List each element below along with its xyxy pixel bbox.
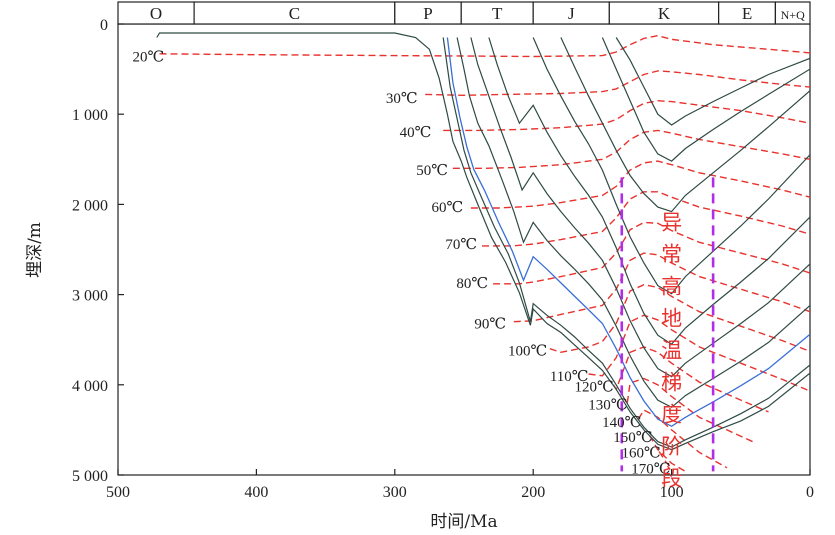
burial-lines: [156, 32, 810, 451]
y-axis-label: 埋深/m: [25, 222, 45, 278]
period-label: C: [289, 4, 300, 23]
isotherm-line: [666, 465, 671, 471]
isotherm-label: 150℃: [613, 430, 652, 446]
isotherm-label: 120℃: [574, 380, 613, 396]
y-tick-label: 3 000: [72, 288, 108, 305]
annotation-char: 温: [661, 339, 682, 363]
isotherm-label: 100℃: [508, 344, 547, 360]
isotherm-label: 80℃: [456, 276, 488, 292]
x-tick-label: 100: [660, 484, 684, 501]
isotherm-line: [443, 99, 810, 132]
isotherm-line: [470, 160, 810, 209]
burial-line: [456, 37, 810, 409]
x-tick-label: 300: [383, 484, 407, 501]
isotherm-line: [648, 434, 686, 473]
x-axis: 500 400 300 200 100 0: [106, 469, 814, 501]
annotation-char: 梯: [661, 371, 682, 395]
isotherm-label: 40℃: [400, 125, 432, 141]
isotherm-label: 50℃: [416, 163, 448, 179]
x-tick-label: 200: [521, 484, 545, 501]
isotherm-label: 170℃: [631, 462, 670, 478]
isotherm-label: 140℃: [602, 415, 641, 431]
isotherm-line: [637, 409, 728, 469]
isotherm-line: [482, 191, 810, 247]
annotation-char: 段: [661, 467, 682, 491]
isotherm-label: 90℃: [474, 316, 506, 332]
plot-area: [117, 23, 811, 476]
y-axis: 0 1 000 2 000 3 000 4 000 5 000: [72, 17, 124, 485]
isotherm-line: [588, 314, 810, 392]
burial-line: [488, 37, 810, 345]
isotherm-label: 60℃: [432, 200, 464, 216]
x-tick-label: 0: [806, 484, 814, 501]
period-label: J: [568, 4, 575, 23]
period-bar: O C P T J K E N+Q: [117, 1, 811, 25]
y-tick-label: 0: [100, 17, 108, 34]
x-tick-label: 400: [244, 484, 268, 501]
x-tick-label: 500: [106, 484, 130, 501]
isotherm-line: [425, 70, 810, 97]
burial-line: [615, 37, 810, 126]
annotation-char: 高: [661, 275, 682, 299]
period-label: E: [742, 4, 752, 23]
burial-line: [601, 37, 810, 162]
isotherm-label: 160℃: [622, 445, 661, 461]
annotation-char: 地: [661, 307, 682, 331]
x-axis-label: 时间/Ma: [430, 512, 497, 532]
period-cell: [774, 1, 811, 25]
burial-line: [470, 37, 810, 378]
isotherm-line: [513, 252, 810, 323]
annotation-char: 常: [661, 243, 682, 267]
period-label: T: [492, 4, 503, 23]
burial-line: [532, 37, 810, 295]
period-label: O: [150, 4, 162, 23]
burial-line: [156, 32, 810, 451]
y-tick-label: 1 000: [72, 107, 108, 124]
isotherm-line: [493, 221, 810, 285]
isotherm-label: 110℃: [550, 369, 589, 385]
period-label: P: [423, 4, 432, 23]
y-tick-label: 5 000: [72, 468, 108, 485]
annotation-char: 异: [661, 211, 682, 235]
annotation-char: 度: [661, 403, 682, 427]
period-label: K: [658, 4, 671, 23]
anomaly-stage-lines: [620, 177, 715, 472]
isotherm-line: [549, 283, 810, 354]
burial-line: [446, 37, 810, 428]
isotherm-label: 130℃: [588, 398, 627, 414]
period-label: N+Q: [781, 8, 805, 22]
isotherm-line: [452, 129, 810, 170]
annotation-char: 阶: [661, 435, 682, 459]
isotherm-label: 30℃: [386, 91, 418, 107]
isotherm-label: 70℃: [445, 237, 477, 253]
y-tick-label: 4 000: [72, 378, 108, 395]
burial-line: [560, 37, 810, 213]
burial-line: [442, 37, 810, 448]
isotherm-line: [658, 451, 673, 469]
y-tick-label: 2 000: [72, 197, 108, 214]
isotherm-label: 20℃: [133, 49, 165, 65]
